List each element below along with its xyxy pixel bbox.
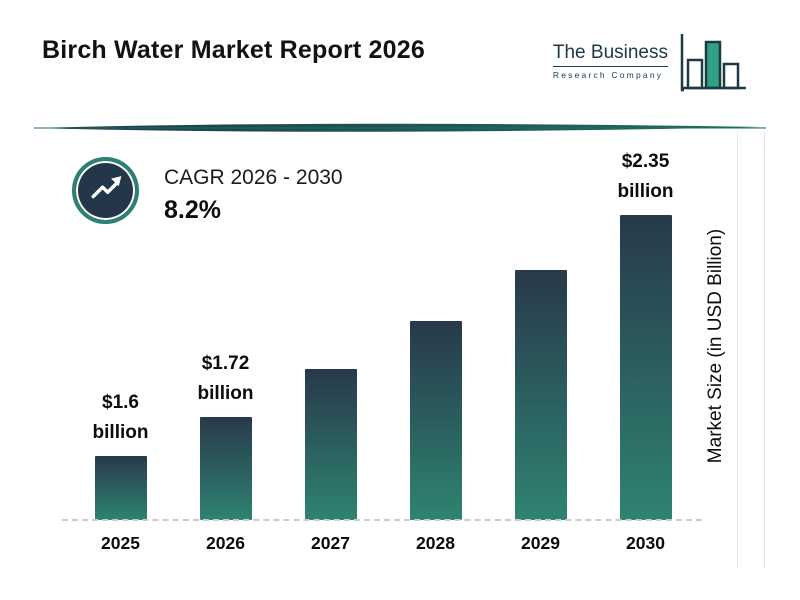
bar-value-label-2030: $2.35 billion [617, 151, 674, 202]
gridline-right-2 [764, 132, 765, 568]
bar-value-label-2026: $1.72 billion [197, 353, 254, 404]
bar-value-label-2025: $1.6 billion [92, 392, 149, 443]
divider [34, 120, 766, 136]
x-axis-baseline [62, 519, 702, 521]
x-axis-label-2026: 2026 [206, 533, 245, 553]
company-logo: The Business Research Company [552, 30, 752, 105]
bar-2027 [304, 369, 357, 520]
bar-2030 [619, 215, 672, 520]
cagr-label: CAGR 2026 - 2030 [164, 166, 343, 189]
bar-column-2028 [383, 321, 488, 520]
bar-column-2025: $1.6 billion [68, 388, 173, 520]
bar-chart: $1.6 billion $1.72 billion $2.35 billion [68, 120, 698, 520]
cagr-text-block: CAGR 2026 - 2030 8.2% [164, 166, 343, 225]
bar-column-2027 [278, 369, 383, 520]
x-axis: 2025 2026 2027 2028 2029 2030 [68, 533, 698, 554]
page-title: Birch Water Market Report 2026 [42, 36, 425, 64]
bar-2028 [409, 321, 462, 520]
bar-chart-logo-icon [674, 30, 752, 105]
bar-2025 [94, 456, 147, 520]
logo-text: The Business Research Company [552, 30, 668, 80]
x-axis-label-2029: 2029 [521, 533, 560, 553]
logo-name: The Business [552, 42, 668, 67]
y-axis-title: Market Size (in USD Billion) [705, 228, 726, 464]
bar-2026 [199, 417, 252, 520]
x-axis-label-2028: 2028 [416, 533, 455, 553]
x-axis-label-2027: 2027 [311, 533, 350, 553]
cagr-value: 8.2% [164, 196, 221, 224]
cagr-badge [72, 157, 139, 224]
x-axis-label-2030: 2030 [626, 533, 665, 553]
bar-column-2029 [488, 270, 593, 520]
x-axis-label-2025: 2025 [101, 533, 140, 553]
gridline-right-1 [737, 132, 738, 568]
logo-subname: Research Company [552, 70, 664, 80]
bar-column-2030: $2.35 billion [593, 147, 698, 520]
bar-column-2026: $1.72 billion [173, 349, 278, 520]
bar-2029 [514, 270, 567, 520]
trend-up-icon [83, 165, 129, 216]
